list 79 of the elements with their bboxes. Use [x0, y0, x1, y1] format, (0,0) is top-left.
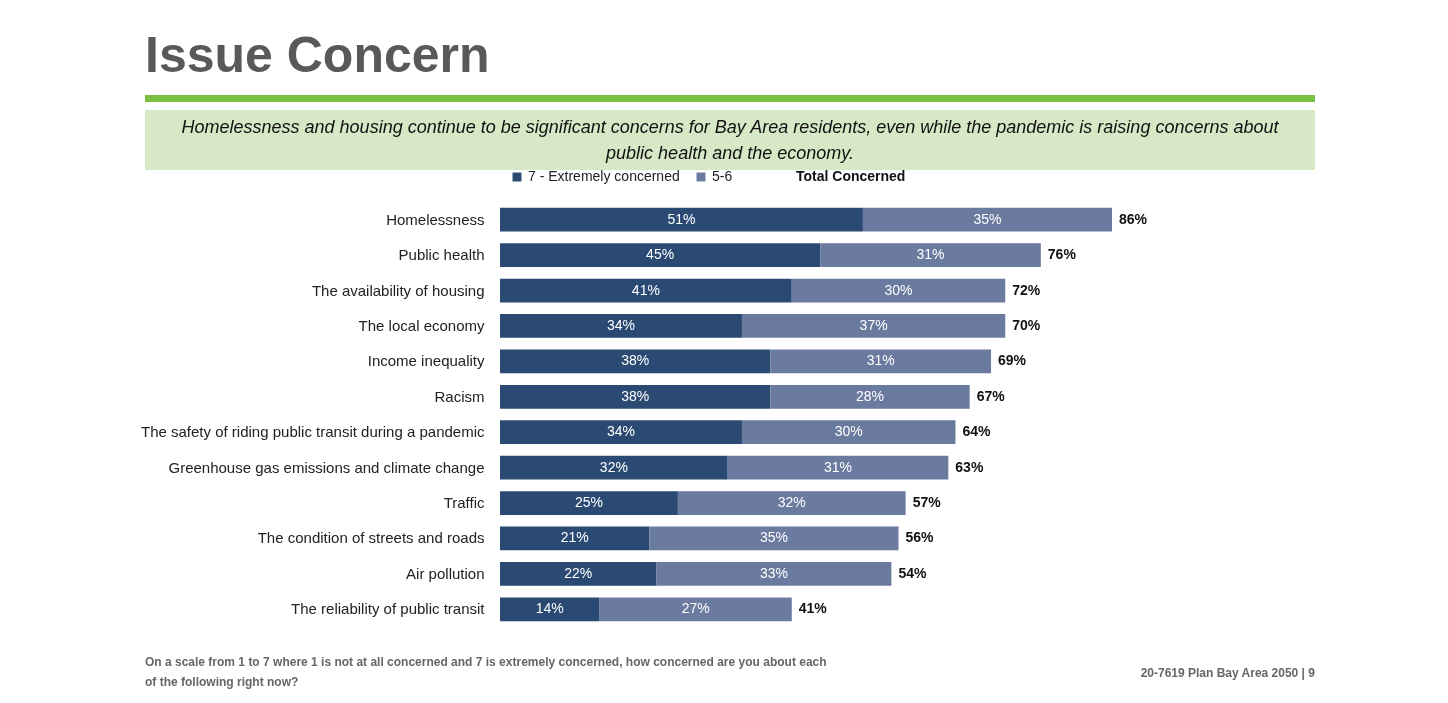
- total-label: 57%: [912, 494, 942, 511]
- data-label: 38%: [621, 387, 650, 404]
- data-label: 41%: [631, 281, 660, 298]
- text: Total Concerned: [796, 168, 906, 184]
- bar: [500, 597, 600, 622]
- bar: [862, 207, 1112, 232]
- data-label: 45%: [646, 246, 675, 263]
- data-label: 32%: [777, 494, 806, 511]
- data-label: 31%: [866, 352, 895, 369]
- data-label: 22%: [564, 564, 593, 581]
- y-tick-label: Racism: [434, 387, 485, 405]
- data-label: 38%: [621, 352, 650, 369]
- bar: [500, 278, 792, 303]
- total-label: 69%: [998, 352, 1027, 369]
- data-label: 14%: [535, 600, 564, 617]
- bar: [500, 207, 863, 232]
- legend-label: 5-6: [712, 168, 733, 184]
- y-tick-label: Public health: [398, 246, 485, 264]
- total-label: 72%: [1012, 281, 1041, 298]
- total-label: 41%: [798, 600, 828, 617]
- total-label: 56%: [905, 529, 935, 546]
- y-tick-label: The availability of housing: [311, 281, 485, 299]
- y-tick-label: Greenhouse gas emissions and climate change: [168, 458, 485, 476]
- bar: [500, 562, 657, 586]
- data-label: 30%: [834, 423, 863, 440]
- data-label: 30%: [884, 281, 913, 298]
- y-tick-label: The condition of streets and roads: [257, 529, 485, 547]
- bar: [727, 455, 949, 480]
- y-tick-label: The local economy: [358, 316, 485, 334]
- total-label: 67%: [976, 387, 1006, 404]
- text: 20-7619 Plan Bay Area 2050 | 9: [1139, 666, 1315, 680]
- legend-label: 7 - Extremely concerned: [528, 168, 680, 184]
- y-tick-label: Income inequality: [367, 352, 485, 370]
- data-label: 31%: [824, 458, 853, 475]
- chart-title: Issue Concern: [145, 26, 490, 84]
- y-tick-label: Air pollution: [406, 564, 485, 582]
- data-label: 37%: [859, 316, 888, 333]
- data-label: 33%: [759, 564, 788, 581]
- data-label: 35%: [973, 210, 1002, 227]
- total-label: 64%: [962, 423, 992, 440]
- bar: [820, 243, 1041, 267]
- data-label: 35%: [759, 529, 788, 546]
- bar: [500, 314, 742, 338]
- bar: [500, 420, 742, 445]
- bar: [656, 562, 892, 586]
- total-label: 54%: [898, 564, 927, 581]
- bar: [500, 526, 650, 551]
- data-label: 28%: [856, 387, 885, 404]
- bar: [500, 455, 728, 480]
- bar: [770, 384, 970, 409]
- y-tick-label: Homelessness: [386, 210, 485, 228]
- data-label: 51%: [667, 210, 696, 227]
- text: On a scale from 1 to 7 where 1 is not at all concerned and 7 is extremely concerned, how concerned are you about each of the following right now?: [145, 654, 828, 691]
- bar: [500, 243, 821, 267]
- data-label: 32%: [599, 458, 628, 475]
- total-label: 63%: [955, 458, 984, 475]
- bar: [500, 491, 678, 515]
- data-label: 25%: [574, 494, 603, 511]
- bar: [500, 349, 771, 374]
- y-tick-label: The reliability of public transit: [291, 600, 486, 618]
- y-tick-label: Traffic: [443, 494, 485, 512]
- bar: [677, 491, 906, 515]
- bar: [741, 314, 1006, 338]
- y-tick-label: The safety of riding public transit during a pandemic: [140, 423, 485, 441]
- bar: [741, 420, 956, 445]
- chart-subtitle: Homelessness and housing continue to be significant concerns for Bay Area residents, even while the pandemic is raising concerns about public health and the economy.: [180, 116, 1280, 165]
- bar: [770, 349, 992, 374]
- total-label: 70%: [1012, 316, 1041, 333]
- bar: [649, 526, 899, 551]
- bar: [500, 384, 771, 409]
- data-label: 34%: [606, 423, 635, 440]
- data-label: 34%: [606, 316, 635, 333]
- total-label: 76%: [1047, 246, 1077, 263]
- bar: [791, 278, 1006, 303]
- bar: [599, 597, 792, 622]
- total-label: 86%: [1119, 210, 1148, 227]
- data-label: 27%: [681, 600, 710, 617]
- data-label: 21%: [560, 529, 589, 546]
- data-label: 31%: [916, 246, 945, 263]
